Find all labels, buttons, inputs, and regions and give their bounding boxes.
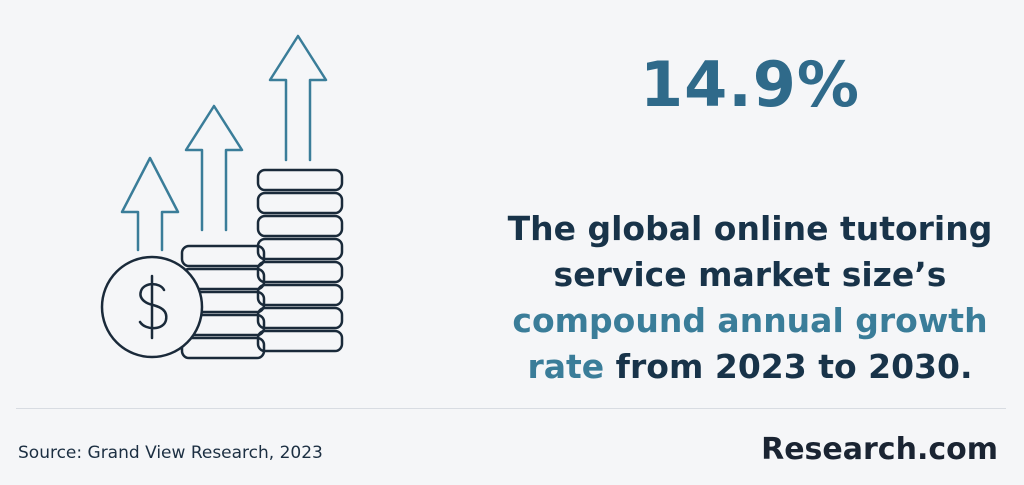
description-line: service market size’s (553, 255, 947, 294)
source-note: Source: Grand View Research, 2023 (18, 443, 323, 463)
up-arrow-icon (268, 34, 328, 162)
brand-logo: Research.com (761, 432, 998, 467)
description-tail: from 2023 to 2030. (604, 347, 973, 386)
stat-description: The global online tutoring service marke… (500, 206, 1000, 390)
coin-stack-right (256, 168, 344, 353)
up-arrow-icon (184, 104, 244, 232)
description-line: rate from 2023 to 2030. (500, 344, 1000, 390)
description-accent: rate (527, 347, 605, 386)
up-arrow-icon (120, 156, 180, 252)
description-line: The global online tutoring (507, 209, 993, 248)
description-line-accent: compound annual growth (512, 301, 988, 340)
divider (16, 408, 1006, 409)
money-growth-icon (100, 34, 344, 360)
growth-rate-stat: 14.9% (639, 48, 861, 121)
dollar-coin-icon (100, 255, 204, 359)
